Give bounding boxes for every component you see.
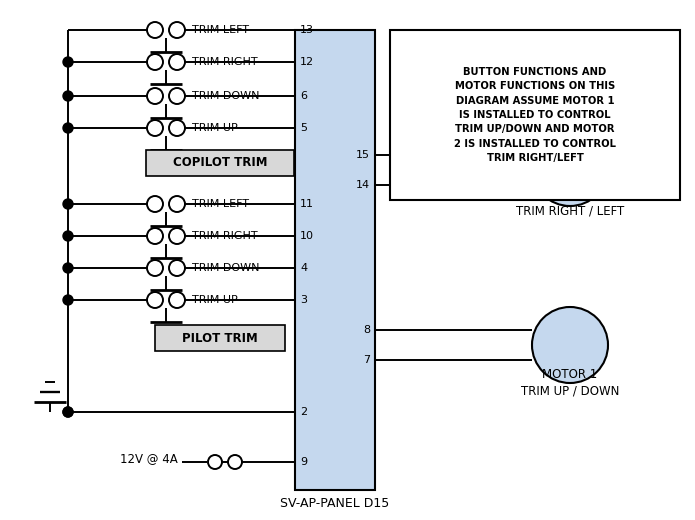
Text: PILOT TRIM: PILOT TRIM: [182, 332, 258, 344]
Circle shape: [63, 199, 73, 209]
Text: 10: 10: [300, 231, 314, 241]
Circle shape: [63, 407, 73, 417]
Circle shape: [147, 228, 163, 244]
Circle shape: [63, 57, 73, 67]
Text: 11: 11: [300, 199, 314, 209]
Circle shape: [147, 88, 163, 104]
Text: 2: 2: [300, 407, 307, 417]
Circle shape: [169, 228, 185, 244]
Text: BUTTON FUNCTIONS AND
MOTOR FUNCTIONS ON THIS
DIAGRAM ASSUME MOTOR 1
IS INSTALLED: BUTTON FUNCTIONS AND MOTOR FUNCTIONS ON …: [454, 67, 616, 163]
Circle shape: [147, 292, 163, 308]
FancyBboxPatch shape: [146, 150, 294, 176]
Text: 5: 5: [300, 123, 307, 133]
Text: 14: 14: [356, 180, 370, 190]
Circle shape: [147, 120, 163, 136]
Circle shape: [532, 307, 608, 383]
Text: 12: 12: [300, 57, 314, 67]
Circle shape: [228, 455, 242, 469]
Circle shape: [63, 263, 73, 273]
Text: TRIM LEFT: TRIM LEFT: [192, 199, 249, 209]
FancyBboxPatch shape: [390, 30, 680, 200]
Text: 4: 4: [300, 263, 307, 273]
Circle shape: [63, 295, 73, 305]
Text: TRIM UP: TRIM UP: [192, 123, 238, 133]
Text: SV-AP-PANEL D15: SV-AP-PANEL D15: [280, 497, 390, 510]
Text: TRIM RIGHT: TRIM RIGHT: [192, 57, 258, 67]
Circle shape: [169, 292, 185, 308]
FancyBboxPatch shape: [295, 30, 375, 490]
Text: MOTOR 1
TRIM UP / DOWN: MOTOR 1 TRIM UP / DOWN: [521, 368, 619, 398]
Circle shape: [169, 260, 185, 276]
Circle shape: [169, 196, 185, 212]
Text: MOTOR 2
TRIM RIGHT / LEFT: MOTOR 2 TRIM RIGHT / LEFT: [516, 188, 624, 218]
Text: 6: 6: [300, 91, 307, 101]
Circle shape: [169, 88, 185, 104]
Circle shape: [63, 407, 73, 417]
Text: 7: 7: [363, 355, 370, 365]
Circle shape: [169, 120, 185, 136]
Circle shape: [208, 455, 222, 469]
Circle shape: [63, 123, 73, 133]
Text: 3: 3: [300, 295, 307, 305]
Circle shape: [147, 260, 163, 276]
Circle shape: [147, 22, 163, 38]
Text: TRIM UP: TRIM UP: [192, 295, 238, 305]
Circle shape: [63, 231, 73, 241]
Text: TRIM LEFT: TRIM LEFT: [192, 25, 249, 35]
Text: TRIM DOWN: TRIM DOWN: [192, 263, 259, 273]
Circle shape: [147, 54, 163, 70]
FancyBboxPatch shape: [155, 325, 285, 351]
Text: COPILOT TRIM: COPILOT TRIM: [173, 157, 268, 170]
Circle shape: [63, 91, 73, 101]
Text: 15: 15: [356, 150, 370, 160]
Circle shape: [147, 196, 163, 212]
Circle shape: [532, 130, 608, 206]
Text: 9: 9: [300, 457, 307, 467]
Text: TRIM DOWN: TRIM DOWN: [192, 91, 259, 101]
Circle shape: [169, 22, 185, 38]
Text: TRIM RIGHT: TRIM RIGHT: [192, 231, 258, 241]
Text: 8: 8: [363, 325, 370, 335]
Text: 12V @ 4A: 12V @ 4A: [120, 452, 178, 465]
Circle shape: [169, 54, 185, 70]
Text: 13: 13: [300, 25, 314, 35]
